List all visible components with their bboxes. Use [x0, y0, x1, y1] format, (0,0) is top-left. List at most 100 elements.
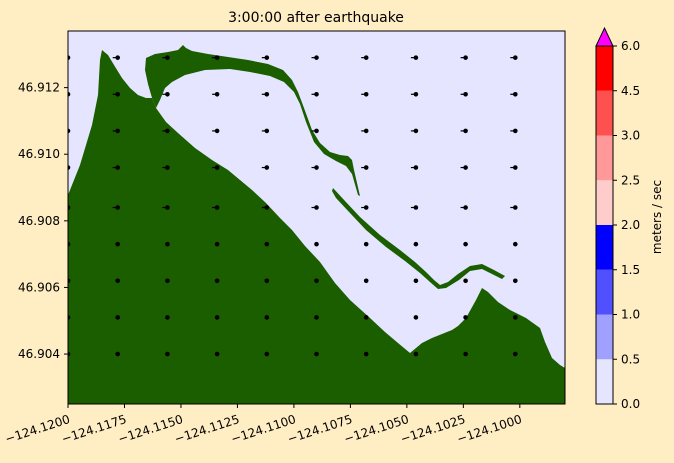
velocity-dot: [115, 205, 120, 210]
x-tick-label: −124.1000: [455, 412, 523, 446]
velocity-field: [68, 55, 518, 357]
colorbar: 0.0 0.5 1.0 1.5 2.0 2.5 3.0 4.5 6.0 meters / sec: [595, 26, 664, 411]
velocity-dot: [115, 315, 120, 320]
colorbar-ticks: 0.0 0.5 1.0 1.5 2.0 2.5 3.0 4.5 6.0: [613, 39, 640, 411]
colorbar-label: meters / sec: [650, 180, 664, 254]
x-tick-label: −124.1125: [173, 412, 241, 446]
plot-area: [68, 31, 565, 404]
plot-frame: [67, 30, 566, 405]
velocity-dot: [165, 91, 170, 97]
colorbar-bin: [596, 225, 613, 270]
velocity-dot: [314, 351, 319, 357]
velocity-dot: [115, 128, 120, 134]
velocity-dot: [363, 278, 369, 284]
velocity-dot: [413, 278, 419, 284]
colorbar-tick-label: 0.5: [621, 352, 640, 366]
colorbar-tick-label: 1.0: [621, 308, 640, 322]
velocity-dot: [413, 205, 419, 210]
velocity-dot: [165, 315, 170, 320]
velocity-dot: [363, 351, 369, 357]
velocity-dot: [165, 205, 170, 210]
velocity-dot: [115, 91, 120, 97]
velocity-dot: [463, 315, 468, 320]
colorbar-tick-label: 4.5: [621, 84, 640, 98]
colorbar-bin: [596, 269, 613, 315]
colorbar-bin: [596, 90, 613, 136]
velocity-dot: [264, 278, 270, 284]
velocity-dot: [513, 128, 518, 134]
velocity-dot: [165, 55, 170, 60]
colorbar-tick-label: 2.0: [621, 218, 640, 232]
velocity-dot: [413, 128, 419, 134]
velocity-dot: [165, 351, 170, 357]
velocity-dot: [463, 278, 468, 284]
velocity-dot: [513, 55, 518, 60]
velocity-dot: [214, 278, 220, 284]
velocity-dot: [115, 278, 120, 284]
velocity-dot: [463, 351, 468, 357]
x-axis: −124.1200−124.1175−124.1150−124.1125−124…: [3, 404, 524, 446]
velocity-dot: [463, 91, 468, 97]
colorbar-tick-label: 6.0: [621, 39, 640, 53]
velocity-dot: [513, 241, 518, 247]
velocity-dot: [314, 91, 319, 97]
colorbar-bin: [596, 180, 613, 225]
velocity-dot: [68, 128, 71, 134]
velocity-dot: [413, 91, 419, 97]
velocity-dot: [214, 205, 220, 210]
velocity-dot: [165, 128, 170, 134]
y-axis: 46.904 46.906 46.908 46.910 46.912: [18, 81, 68, 361]
colorbar-bin: [596, 46, 613, 91]
velocity-dot: [314, 315, 319, 320]
x-tick-label: −124.1075: [286, 412, 354, 446]
chart-title: 3:00:00 after earthquake: [228, 10, 404, 26]
velocity-dot: [363, 91, 369, 97]
velocity-dot: [314, 205, 319, 210]
velocity-dot: [68, 351, 71, 357]
velocity-dot: [314, 165, 319, 170]
velocity-dot: [363, 128, 369, 134]
velocity-dot: [214, 241, 220, 247]
velocity-dot: [264, 55, 270, 60]
colorbar-bin: [596, 359, 613, 404]
velocity-dot: [463, 241, 468, 247]
velocity-dot: [363, 165, 369, 170]
velocity-dot: [264, 128, 270, 134]
velocity-dot: [68, 55, 71, 60]
x-tick-label: −124.1175: [60, 412, 128, 446]
velocity-dot: [413, 241, 419, 247]
x-tick-label: −124.1025: [399, 412, 467, 446]
velocity-dot: [214, 91, 220, 97]
velocity-dot: [513, 165, 518, 170]
x-tick-label: −124.1200: [3, 412, 71, 446]
velocity-dot: [413, 165, 419, 170]
y-tick-label: 46.904: [18, 347, 60, 361]
velocity-dot: [314, 278, 319, 284]
velocity-dot: [264, 205, 270, 210]
velocity-dot: [214, 55, 220, 60]
y-tick-label: 46.908: [18, 214, 60, 228]
velocity-dot: [463, 55, 468, 60]
velocity-dot: [413, 315, 419, 320]
velocity-dot: [413, 55, 419, 60]
sandbar: [332, 188, 505, 289]
velocity-dot: [314, 55, 319, 60]
velocity-dot: [68, 315, 71, 320]
y-tick-label: 46.912: [18, 81, 60, 95]
velocity-dot: [68, 91, 71, 97]
velocity-dot: [214, 128, 220, 134]
colorbar-bin: [596, 314, 613, 360]
y-tick-label: 46.906: [18, 280, 60, 294]
spit-landmass: [145, 45, 360, 196]
velocity-dot: [314, 128, 319, 134]
velocity-dot: [115, 55, 120, 60]
velocity-dot: [264, 351, 270, 357]
velocity-dot: [68, 165, 71, 170]
velocity-dot: [68, 205, 71, 210]
colorbar-extend-triangle: [595, 26, 614, 47]
colorbar-tick-label: 1.5: [621, 263, 640, 277]
velocity-dot: [513, 205, 518, 210]
velocity-dot: [463, 165, 468, 170]
velocity-dot: [214, 351, 220, 357]
